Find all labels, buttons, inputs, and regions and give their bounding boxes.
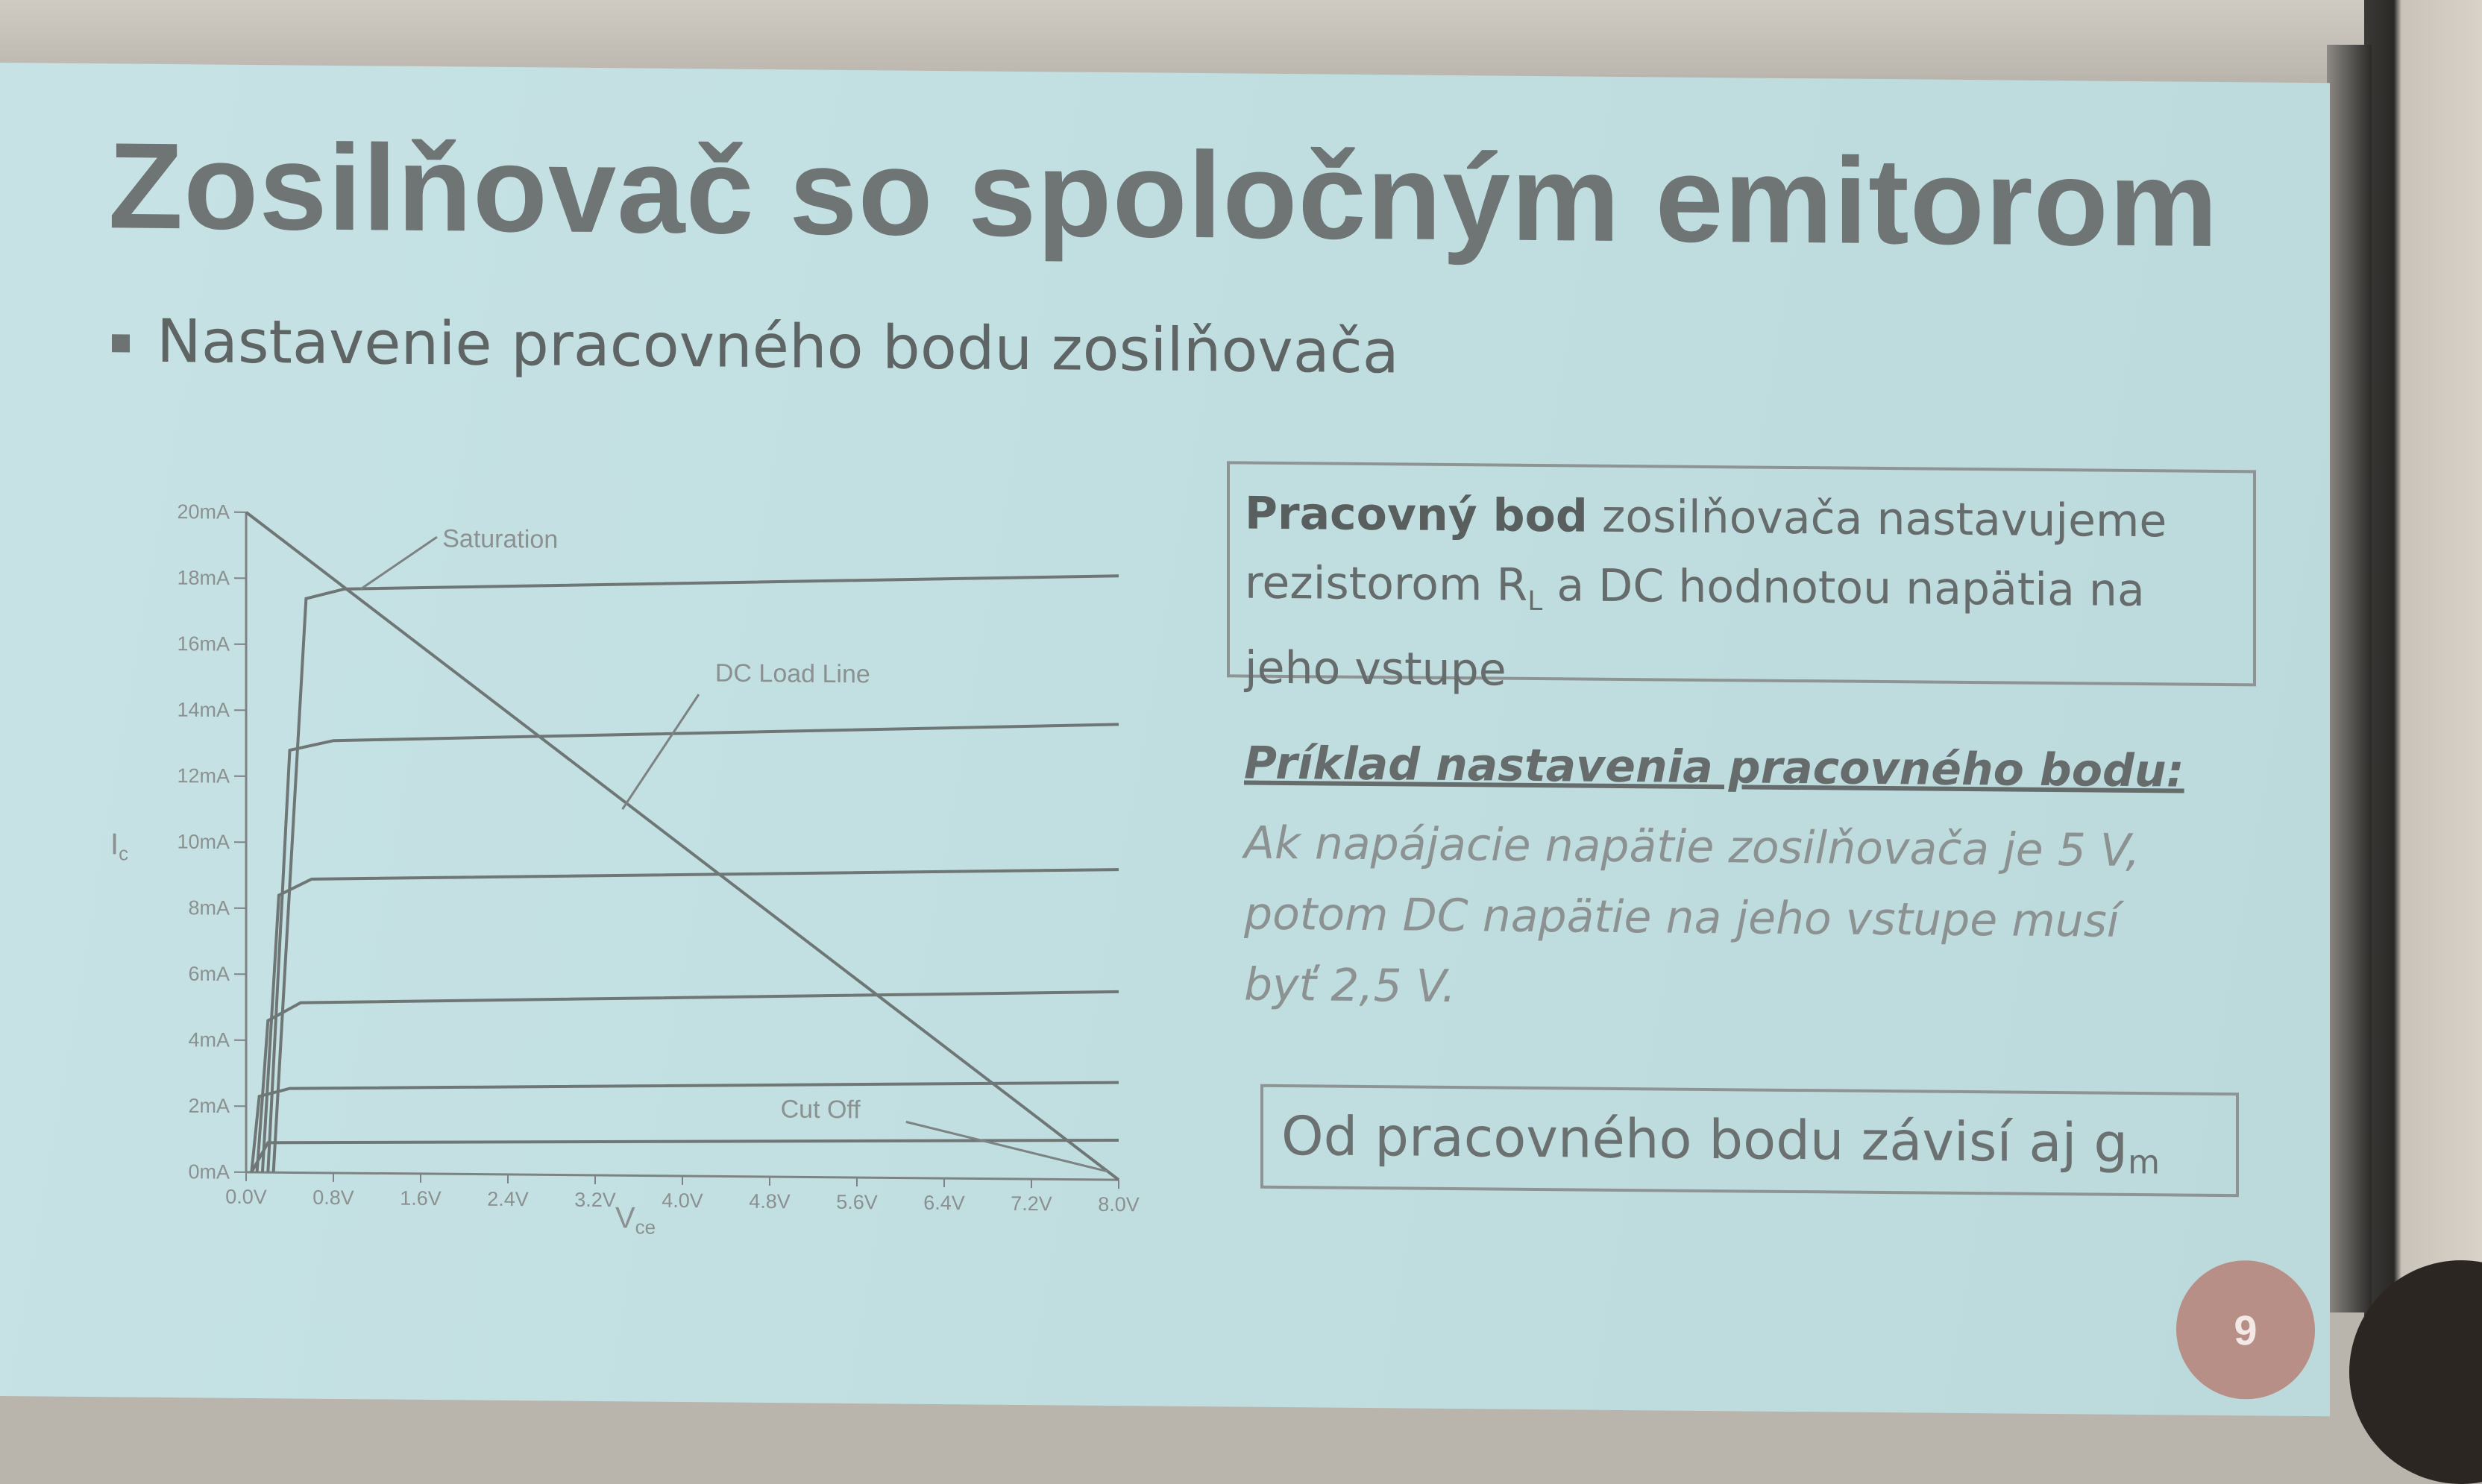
y-axis-title: Ic [110,828,128,864]
gm-dependency-box: Od pracovného bodu závisí aj gm [1260,1084,2239,1197]
example-line: potom DC napätie na jeho vstupe musí [1244,879,2228,959]
wall-right-background [2364,0,2482,1396]
y-axis-title-sub: c [119,842,128,864]
screen-frame [2327,45,2372,1312]
y-tick-label: 8mA [188,896,230,919]
slide-title: Zosilňovač so spoločným emitorom [108,116,2219,274]
transistor-characteristic-chart: 0mA 2mA 4mA 6mA 8mA 10mA 12mA 14mA 16mA 18mA 20mA 0… [89,436,1149,1273]
collector-curve-series [263,862,1119,1180]
operating-point-term: Pracovný bod [1245,488,1588,543]
y-tick-label: 20mA [177,500,230,524]
y-tick-label: 14mA [177,699,230,722]
y-tick-label: 16mA [177,632,230,655]
x-tick-label: 4.0V [662,1189,703,1212]
load-line-series [246,512,1119,1180]
x-tick-label: 6.4V [923,1192,965,1214]
annotation-arrow [361,536,437,590]
collector-curve-series [251,1075,1119,1180]
chart-annotation: DC Load Line [715,659,870,689]
x-tick-label: 5.6V [836,1191,878,1213]
x-tick-label: 0.8V [312,1186,354,1209]
y-tick-label: 10mA [177,831,230,854]
chart-annotations: Saturation DC Load Line Cut Off [361,524,1108,1171]
y-tick-label: 18mA [177,567,230,590]
gm-text: Od pracovného bodu závisí aj g [1281,1104,2128,1175]
chart-ticks: 0mA 2mA 4mA 6mA 8mA 10mA 12mA 14mA 16mA 18mA 20mA 0… [177,500,1139,1216]
y-tick-label: 4mA [188,1028,230,1051]
x-tick-label: 8.0V [1098,1193,1140,1216]
resistor-subscript: L [1527,586,1542,617]
x-axis-title: Vce [615,1201,656,1238]
collector-curve-series [268,717,1119,1180]
page-number: 9 [2234,1306,2257,1354]
page-number-badge: 9 [2176,1260,2315,1400]
gm-subscript: m [2128,1143,2160,1181]
projected-slide: Zosilňovač so spoločným emitorom Nastave… [0,63,2330,1416]
x-axis-title-sub: ce [635,1216,656,1238]
wall-background [0,0,2482,75]
x-tick-label: 0.0V [225,1186,267,1208]
bullet-square-icon [112,334,130,352]
bullet-text: Nastavenie pracovného bodu zosilňovača [157,306,1399,387]
example-line: byť 2,5 V. [1244,950,2228,1030]
x-tick-label: 3.2V [574,1189,616,1211]
y-tick-label: 12mA [177,764,230,787]
x-tick-label: 4.8V [749,1190,791,1213]
x-tick-label: 1.6V [400,1187,442,1210]
y-tick-label: 0mA [188,1160,230,1183]
bullet-item: Nastavenie pracovného bodu zosilňovača [112,306,1399,386]
annotation-arrow [623,694,699,810]
operating-point-box: Pracovný bod zosilňovača nastavujeme rez… [1227,461,2256,686]
example-heading: Príklad nastavenia pracovného bodu: [1244,738,2184,798]
chart-annotation: Saturation [442,524,558,553]
x-tick-label: 7.2V [1011,1192,1052,1215]
y-tick-label: 2mA [188,1095,230,1117]
example-text: Ak napájacie napätie zosilňovača je 5 V,… [1244,808,2228,1030]
example-line: Ak napájacie napätie zosilňovača je 5 V, [1244,808,2228,888]
chart-annotation: Cut Off [781,1095,861,1124]
x-tick-label: 2.4V [487,1188,529,1210]
y-tick-label: 6mA [188,963,230,985]
chart-series [246,512,1119,1180]
